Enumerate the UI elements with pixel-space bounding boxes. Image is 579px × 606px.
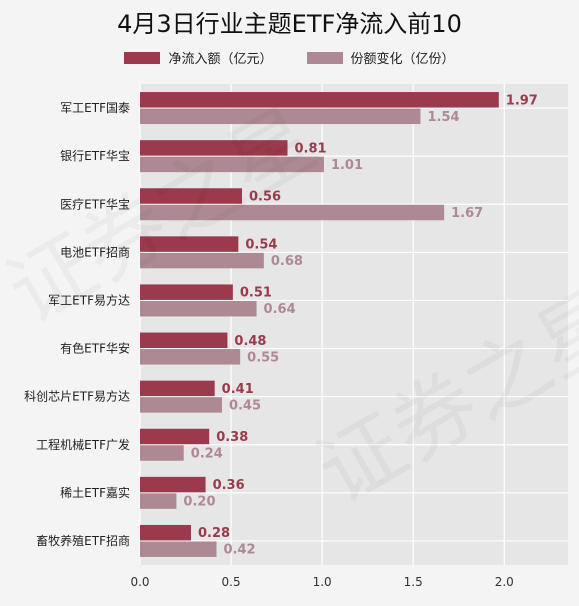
bar — [140, 380, 215, 397]
data-label: 0.20 — [183, 495, 215, 510]
bar — [140, 300, 257, 317]
chart-title: 4月3日行业主题ETF净流入前10 — [117, 10, 462, 38]
bar — [140, 428, 210, 445]
bar — [140, 445, 184, 461]
bar — [140, 156, 324, 173]
data-label: 0.51 — [240, 286, 272, 301]
y-tick-label: 电池ETF招商 — [60, 244, 130, 259]
data-label: 0.55 — [247, 350, 279, 365]
bar — [140, 524, 191, 541]
y-tick-label: 军工ETF易方达 — [48, 292, 130, 307]
data-label: 0.48 — [234, 334, 266, 349]
bar — [140, 397, 222, 413]
y-tick-label: 有色ETF华安 — [60, 341, 130, 356]
data-label: 0.56 — [249, 190, 281, 205]
y-tick-label: 稀土ETF嘉实 — [60, 485, 130, 500]
bar — [140, 284, 233, 300]
bar — [140, 236, 239, 252]
y-tick-label: 医疗ETF华宝 — [60, 197, 130, 211]
data-label: 0.41 — [222, 382, 254, 397]
x-tick-label: 2.0 — [495, 575, 514, 589]
y-tick-label: 畜牧养殖ETF招商 — [36, 533, 130, 548]
data-label: 1.97 — [506, 93, 538, 108]
data-label: 1.54 — [427, 110, 459, 125]
data-label: 1.01 — [331, 158, 363, 173]
data-label: 0.45 — [229, 398, 261, 413]
x-tick-label: 0.5 — [222, 575, 241, 589]
legend: 净流入额（亿元） 份额变化（亿份） — [0, 48, 579, 67]
legend-item-inflow: 净流入额（亿元） — [124, 48, 273, 67]
data-label: 0.42 — [223, 543, 255, 558]
data-label: 0.81 — [295, 141, 327, 156]
data-label: 0.68 — [271, 254, 303, 269]
bar — [140, 108, 421, 125]
bar — [140, 188, 242, 204]
y-tick-label: 科创芯片ETF易方达 — [24, 389, 130, 404]
data-label: 0.28 — [198, 526, 230, 541]
bar — [140, 252, 264, 269]
x-tick-label: 1.0 — [313, 575, 332, 589]
data-label: 0.38 — [216, 430, 248, 445]
data-label: 0.36 — [213, 478, 245, 493]
y-tick-label: 工程机械ETF广发 — [36, 437, 130, 452]
bar — [140, 332, 228, 349]
bar — [140, 349, 241, 365]
data-label: 0.54 — [245, 238, 277, 253]
bar — [140, 140, 288, 156]
data-label: 0.24 — [191, 447, 223, 462]
bar — [140, 541, 217, 557]
legend-item-shares: 份额变化（亿份） — [306, 48, 455, 67]
x-tick-label: 0.0 — [130, 575, 149, 589]
bar — [140, 493, 177, 509]
x-tick-label: 1.5 — [404, 575, 423, 589]
legend-label-inflow: 净流入额（亿元） — [168, 52, 273, 67]
legend-swatch-inflow — [124, 51, 161, 64]
bar — [140, 476, 206, 493]
legend-swatch-shares — [306, 51, 343, 64]
data-label: 0.64 — [264, 302, 296, 317]
legend-label-shares: 份额变化（亿份） — [350, 52, 455, 67]
y-tick-label: 军工ETF国泰 — [60, 101, 130, 115]
bar — [140, 92, 499, 108]
data-label: 1.67 — [451, 206, 483, 221]
y-tick-label: 银行ETF华宝 — [60, 149, 130, 163]
bar — [140, 204, 445, 221]
